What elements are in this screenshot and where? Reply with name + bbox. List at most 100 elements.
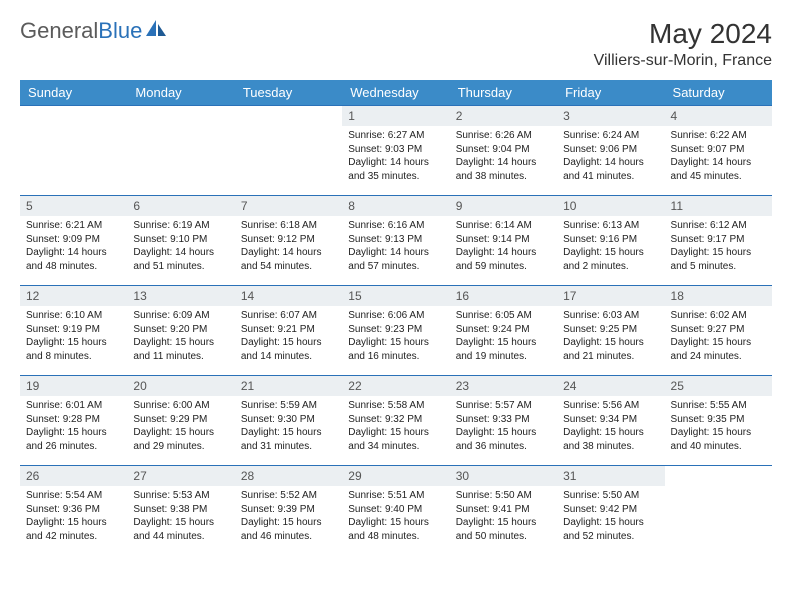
- day-line: Sunset: 9:42 PM: [563, 503, 658, 517]
- calendar-week: 12Sunrise: 6:10 AMSunset: 9:19 PMDayligh…: [20, 286, 772, 376]
- day-line: Sunrise: 6:02 AM: [671, 309, 766, 323]
- day-line: Sunrise: 5:56 AM: [563, 399, 658, 413]
- day-details: Sunrise: 6:13 AMSunset: 9:16 PMDaylight:…: [557, 216, 664, 277]
- day-details: Sunrise: 6:27 AMSunset: 9:03 PMDaylight:…: [342, 126, 449, 187]
- day-number: 5: [20, 196, 127, 216]
- day-number: 19: [20, 376, 127, 396]
- day-number: 24: [557, 376, 664, 396]
- calendar-cell: 24Sunrise: 5:56 AMSunset: 9:34 PMDayligh…: [557, 376, 664, 466]
- calendar-table: Sunday Monday Tuesday Wednesday Thursday…: [20, 80, 772, 556]
- day-number: 30: [450, 466, 557, 486]
- day-details: Sunrise: 5:53 AMSunset: 9:38 PMDaylight:…: [127, 486, 234, 547]
- day-line: Sunrise: 6:21 AM: [26, 219, 121, 233]
- day-line: Daylight: 15 hours: [456, 426, 551, 440]
- day-line: and 40 minutes.: [671, 440, 766, 454]
- calendar-cell: 25Sunrise: 5:55 AMSunset: 9:35 PMDayligh…: [665, 376, 772, 466]
- day-details: Sunrise: 6:01 AMSunset: 9:28 PMDaylight:…: [20, 396, 127, 457]
- day-line: Daylight: 14 hours: [348, 246, 443, 260]
- day-line: Daylight: 15 hours: [563, 336, 658, 350]
- day-line: and 31 minutes.: [241, 440, 336, 454]
- day-line: Sunset: 9:19 PM: [26, 323, 121, 337]
- day-number: 12: [20, 286, 127, 306]
- day-line: Sunrise: 6:24 AM: [563, 129, 658, 143]
- day-number: 21: [235, 376, 342, 396]
- day-number: 22: [342, 376, 449, 396]
- day-number: 14: [235, 286, 342, 306]
- day-number: 3: [557, 106, 664, 126]
- day-number: 26: [20, 466, 127, 486]
- day-line: Sunset: 9:20 PM: [133, 323, 228, 337]
- day-line: Sunset: 9:40 PM: [348, 503, 443, 517]
- day-line: Sunrise: 6:09 AM: [133, 309, 228, 323]
- day-line: and 34 minutes.: [348, 440, 443, 454]
- day-line: and 45 minutes.: [671, 170, 766, 184]
- day-number: 6: [127, 196, 234, 216]
- day-number: 23: [450, 376, 557, 396]
- day-details: Sunrise: 6:10 AMSunset: 9:19 PMDaylight:…: [20, 306, 127, 367]
- day-line: and 57 minutes.: [348, 260, 443, 274]
- day-line: and 19 minutes.: [456, 350, 551, 364]
- day-number: 11: [665, 196, 772, 216]
- day-details: Sunrise: 5:59 AMSunset: 9:30 PMDaylight:…: [235, 396, 342, 457]
- calendar-cell: 30Sunrise: 5:50 AMSunset: 9:41 PMDayligh…: [450, 466, 557, 556]
- calendar-cell: 22Sunrise: 5:58 AMSunset: 9:32 PMDayligh…: [342, 376, 449, 466]
- day-line: Daylight: 14 hours: [456, 246, 551, 260]
- calendar-cell: 28Sunrise: 5:52 AMSunset: 9:39 PMDayligh…: [235, 466, 342, 556]
- day-details: Sunrise: 6:07 AMSunset: 9:21 PMDaylight:…: [235, 306, 342, 367]
- day-line: Sunrise: 6:19 AM: [133, 219, 228, 233]
- day-details: Sunrise: 6:03 AMSunset: 9:25 PMDaylight:…: [557, 306, 664, 367]
- day-line: Daylight: 15 hours: [26, 426, 121, 440]
- day-number: 13: [127, 286, 234, 306]
- calendar-cell: 21Sunrise: 5:59 AMSunset: 9:30 PMDayligh…: [235, 376, 342, 466]
- day-line: and 42 minutes.: [26, 530, 121, 544]
- calendar-cell: [20, 106, 127, 196]
- calendar-week: 5Sunrise: 6:21 AMSunset: 9:09 PMDaylight…: [20, 196, 772, 286]
- day-line: Sunrise: 6:13 AM: [563, 219, 658, 233]
- day-number: 15: [342, 286, 449, 306]
- day-number: 17: [557, 286, 664, 306]
- calendar-week: 19Sunrise: 6:01 AMSunset: 9:28 PMDayligh…: [20, 376, 772, 466]
- day-line: Sunset: 9:33 PM: [456, 413, 551, 427]
- day-line: and 24 minutes.: [671, 350, 766, 364]
- day-line: Sunrise: 5:53 AM: [133, 489, 228, 503]
- day-line: Sunrise: 5:55 AM: [671, 399, 766, 413]
- weekday-header: Thursday: [450, 80, 557, 106]
- day-number: 25: [665, 376, 772, 396]
- calendar-cell: 20Sunrise: 6:00 AMSunset: 9:29 PMDayligh…: [127, 376, 234, 466]
- day-line: and 38 minutes.: [563, 440, 658, 454]
- day-line: Sunset: 9:10 PM: [133, 233, 228, 247]
- calendar-cell: 9Sunrise: 6:14 AMSunset: 9:14 PMDaylight…: [450, 196, 557, 286]
- day-line: Sunset: 9:13 PM: [348, 233, 443, 247]
- day-line: Daylight: 15 hours: [26, 336, 121, 350]
- day-number: 4: [665, 106, 772, 126]
- calendar-cell: 11Sunrise: 6:12 AMSunset: 9:17 PMDayligh…: [665, 196, 772, 286]
- calendar-cell: 4Sunrise: 6:22 AMSunset: 9:07 PMDaylight…: [665, 106, 772, 196]
- day-number: 29: [342, 466, 449, 486]
- weekday-header: Saturday: [665, 80, 772, 106]
- title-block: May 2024 Villiers-sur-Morin, France: [594, 18, 772, 70]
- day-line: Sunset: 9:30 PM: [241, 413, 336, 427]
- day-line: and 41 minutes.: [563, 170, 658, 184]
- day-line: and 21 minutes.: [563, 350, 658, 364]
- sail-icon: [146, 20, 168, 43]
- day-line: Sunrise: 5:50 AM: [456, 489, 551, 503]
- day-line: Sunset: 9:41 PM: [456, 503, 551, 517]
- day-line: Daylight: 15 hours: [348, 336, 443, 350]
- day-line: Daylight: 15 hours: [133, 426, 228, 440]
- day-line: Daylight: 14 hours: [563, 156, 658, 170]
- day-number: 9: [450, 196, 557, 216]
- day-line: Sunset: 9:03 PM: [348, 143, 443, 157]
- day-number: 7: [235, 196, 342, 216]
- day-line: Daylight: 14 hours: [456, 156, 551, 170]
- calendar-cell: 18Sunrise: 6:02 AMSunset: 9:27 PMDayligh…: [665, 286, 772, 376]
- calendar-cell: [235, 106, 342, 196]
- day-number: 18: [665, 286, 772, 306]
- day-line: Sunrise: 5:51 AM: [348, 489, 443, 503]
- day-number: 16: [450, 286, 557, 306]
- day-line: and 38 minutes.: [456, 170, 551, 184]
- calendar-cell: 15Sunrise: 6:06 AMSunset: 9:23 PMDayligh…: [342, 286, 449, 376]
- day-line: and 44 minutes.: [133, 530, 228, 544]
- day-line: Sunrise: 6:05 AM: [456, 309, 551, 323]
- day-line: Sunset: 9:17 PM: [671, 233, 766, 247]
- day-details: Sunrise: 5:50 AMSunset: 9:42 PMDaylight:…: [557, 486, 664, 547]
